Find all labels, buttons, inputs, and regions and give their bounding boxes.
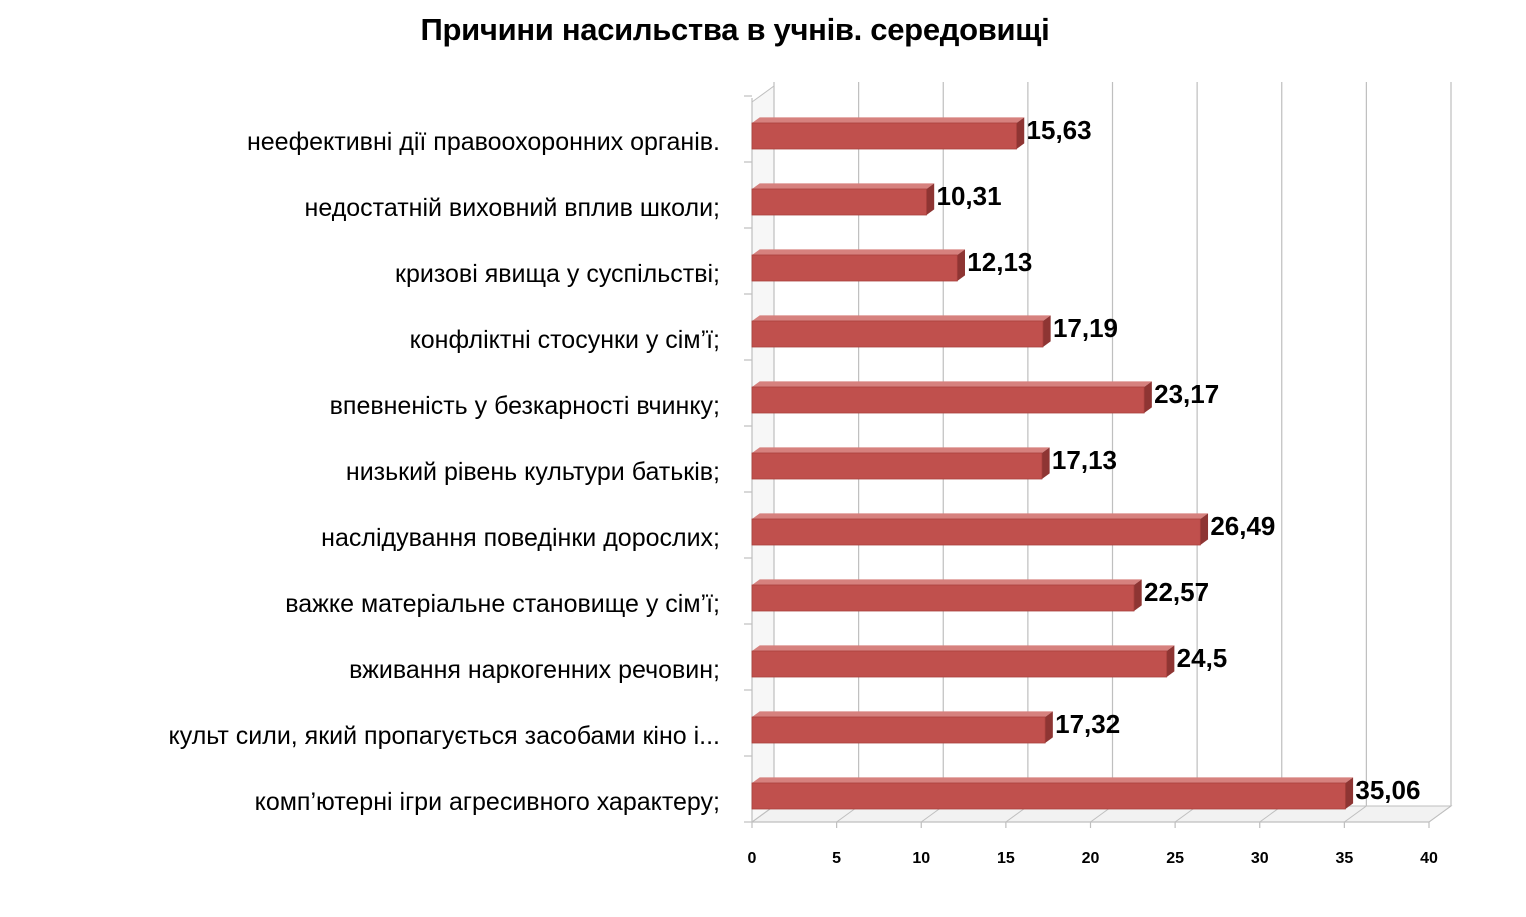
x-tick-label: 0 [748, 850, 757, 867]
bar-top [752, 381, 1152, 387]
category-label: неефективні дії правоохоронних органів. [247, 128, 720, 156]
bar-top [752, 447, 1050, 453]
x-tick-label: 20 [1082, 850, 1100, 867]
category-label: наслідування поведінки дорослих; [321, 524, 720, 552]
bar-side [1200, 513, 1209, 545]
x-tick-label: 25 [1166, 850, 1184, 867]
bar-side [926, 183, 935, 215]
bar-top [752, 645, 1175, 651]
bar [751, 518, 1201, 546]
data-label: 17,32 [1055, 709, 1120, 739]
data-label: 15,63 [1027, 115, 1092, 145]
chart-title: Причини насильства в учнів. середовищі [420, 12, 1050, 47]
x-tick-label: 40 [1420, 850, 1438, 867]
bar-top [752, 711, 1053, 717]
bar-top [752, 249, 966, 255]
bar-top [752, 513, 1209, 519]
data-label: 17,19 [1053, 313, 1118, 343]
bar-top [752, 183, 935, 189]
category-label: культ сили, який пропагується засобами к… [169, 722, 720, 750]
data-label: 17,13 [1052, 445, 1117, 475]
data-label: 10,31 [936, 181, 1001, 211]
category-label: недостатній виховний вплив школи; [305, 194, 720, 222]
bar-side [1345, 777, 1354, 809]
bar-top [752, 117, 1025, 123]
bar [751, 254, 958, 282]
bar-top [752, 777, 1354, 783]
bar-top [752, 315, 1051, 321]
floor-gridline [1344, 805, 1367, 823]
bar-side [1041, 447, 1050, 479]
x-tick-label: 15 [997, 850, 1015, 867]
bar [751, 386, 1145, 414]
category-label: кризові явища у суспільстві; [395, 260, 720, 288]
data-label: 35,06 [1355, 775, 1420, 805]
bar-side [1144, 381, 1152, 413]
data-label: 22,57 [1144, 577, 1209, 607]
bar-side [957, 249, 966, 281]
bar-top [752, 579, 1142, 585]
bar [751, 122, 1017, 150]
category-label: комп’ютерні ігри агресивного характеру; [255, 788, 720, 816]
bar [751, 452, 1043, 480]
category-label: впевненість у безкарності вчинку; [330, 392, 720, 420]
bar-side [1045, 711, 1053, 743]
bar [751, 782, 1346, 810]
bar [751, 650, 1168, 678]
data-label: 26,49 [1210, 511, 1275, 541]
x-tick-label: 5 [832, 850, 841, 867]
bar-side [1166, 645, 1175, 677]
data-label: 23,17 [1154, 379, 1219, 409]
category-label: конфліктні стосунки у сім’ї; [410, 326, 720, 354]
bar-side [1133, 579, 1142, 611]
bar [751, 584, 1135, 612]
x-tick-label: 10 [912, 850, 930, 867]
floor-gridline [1428, 805, 1452, 823]
data-label: 24,5 [1177, 643, 1228, 673]
category-label: низький рівень культури батьків; [346, 458, 720, 486]
data-label: 12,13 [967, 247, 1032, 277]
bar [751, 320, 1044, 348]
bar-side [1042, 315, 1051, 347]
bar [751, 716, 1046, 744]
category-label: вживання наркогенних речовин; [349, 656, 720, 684]
x-tick-label: 30 [1251, 850, 1269, 867]
x-tick-label: 35 [1335, 850, 1353, 867]
bar-side [1016, 117, 1025, 149]
bar [751, 188, 927, 216]
category-label: важке матеріальне становище у сім’ї; [285, 590, 720, 618]
